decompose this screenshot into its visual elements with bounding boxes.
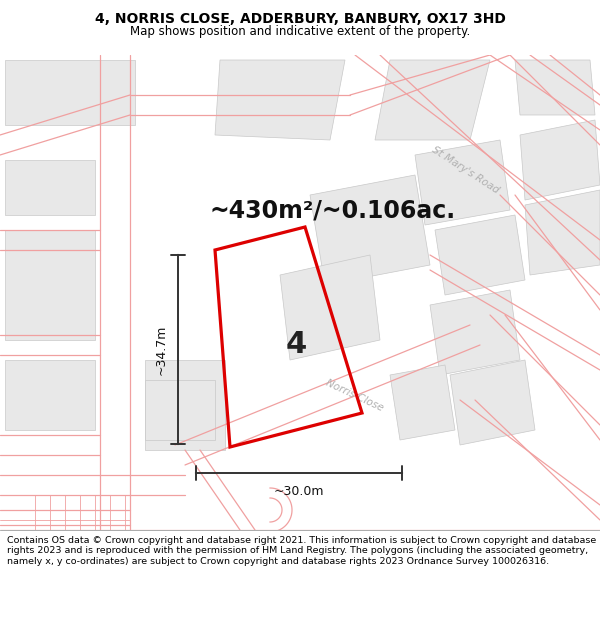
Polygon shape xyxy=(390,365,455,440)
Text: ~34.7m: ~34.7m xyxy=(155,324,168,374)
Polygon shape xyxy=(415,140,510,225)
Polygon shape xyxy=(215,60,345,140)
Polygon shape xyxy=(435,215,525,295)
Text: 4, NORRIS CLOSE, ADDERBURY, BANBURY, OX17 3HD: 4, NORRIS CLOSE, ADDERBURY, BANBURY, OX1… xyxy=(95,12,505,26)
Polygon shape xyxy=(280,255,380,360)
Polygon shape xyxy=(520,120,600,200)
Polygon shape xyxy=(450,360,535,445)
Text: Map shows position and indicative extent of the property.: Map shows position and indicative extent… xyxy=(130,26,470,39)
Polygon shape xyxy=(515,60,595,115)
Text: Norris Close: Norris Close xyxy=(325,378,385,412)
Polygon shape xyxy=(145,380,215,440)
Text: 4: 4 xyxy=(286,330,307,359)
Polygon shape xyxy=(430,290,520,375)
Polygon shape xyxy=(5,360,95,430)
Polygon shape xyxy=(375,60,490,140)
Polygon shape xyxy=(525,190,600,275)
Text: St Mary's Road: St Mary's Road xyxy=(430,144,500,196)
Polygon shape xyxy=(5,230,95,340)
Text: ~430m²/~0.106ac.: ~430m²/~0.106ac. xyxy=(210,198,456,222)
Text: ~30.0m: ~30.0m xyxy=(274,485,324,498)
Polygon shape xyxy=(5,160,95,215)
Text: Contains OS data © Crown copyright and database right 2021. This information is : Contains OS data © Crown copyright and d… xyxy=(7,536,596,566)
Polygon shape xyxy=(310,175,430,285)
Polygon shape xyxy=(5,60,135,125)
Polygon shape xyxy=(145,360,225,450)
